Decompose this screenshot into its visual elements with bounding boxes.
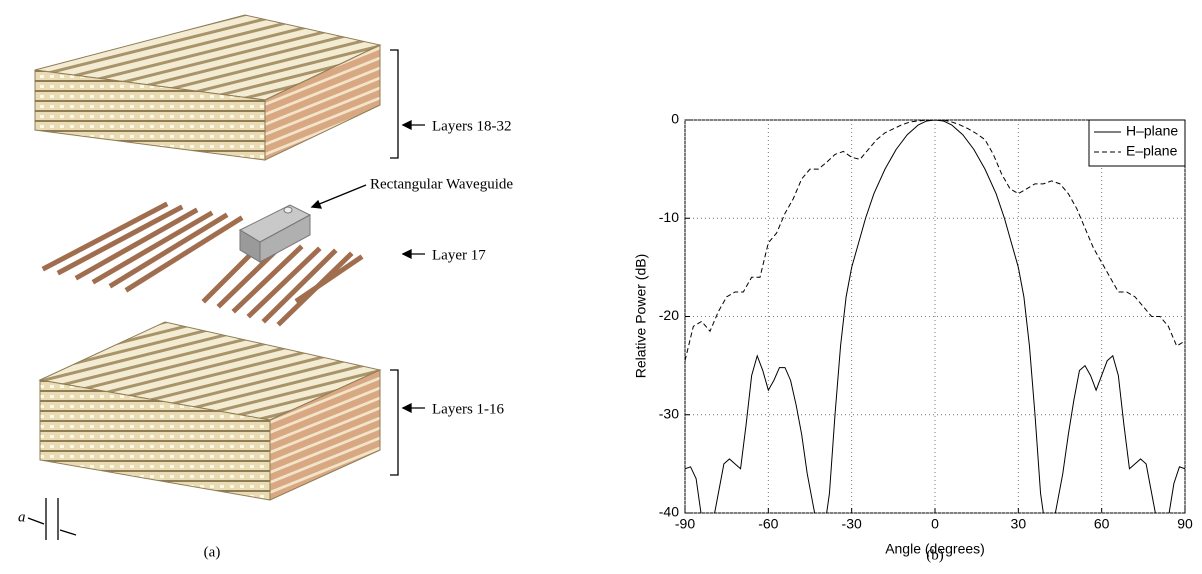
y-axis-label: Relative Power (dB) <box>633 254 649 379</box>
woodpile-top <box>34 14 382 161</box>
x-tick-label: -90 <box>675 516 695 532</box>
x-tick-label: 30 <box>1011 516 1027 532</box>
y-tick-label: -20 <box>659 307 679 323</box>
legend-label: H–plane <box>1126 123 1178 139</box>
woodpile-bottom <box>38 321 382 501</box>
y-tick-label: -40 <box>659 504 679 520</box>
x-tick-label: 60 <box>1094 516 1110 532</box>
annotations <box>27 49 425 540</box>
plot-lines <box>685 120 1185 513</box>
x-axis-label: Angle (degrees) <box>885 541 985 557</box>
series-line <box>685 120 1185 513</box>
label-layers-bottom: Layers 1-16 <box>432 401 505 417</box>
x-tick-label: 90 <box>1177 516 1193 532</box>
caption-b: (b) <box>926 547 944 563</box>
y-tick-label: 0 <box>671 111 679 127</box>
y-tick-label: -10 <box>659 209 679 225</box>
waveguide <box>238 204 312 263</box>
label-layers-top: Layers 18-32 <box>432 118 512 134</box>
layer-17 <box>41 201 364 327</box>
x-tick-label: 0 <box>931 516 939 532</box>
x-tick-label: -30 <box>842 516 862 532</box>
label-layer-mid: Layer 17 <box>432 247 486 263</box>
caption-a: (a) <box>204 544 221 560</box>
y-tick-label: -30 <box>659 405 679 421</box>
legend-box <box>1088 119 1186 167</box>
legend-label: E–plane <box>1126 143 1178 159</box>
label-waveguide: Rectangular Waveguide <box>370 176 513 192</box>
label-period: a <box>18 509 26 525</box>
x-tick-label: -60 <box>758 516 778 532</box>
